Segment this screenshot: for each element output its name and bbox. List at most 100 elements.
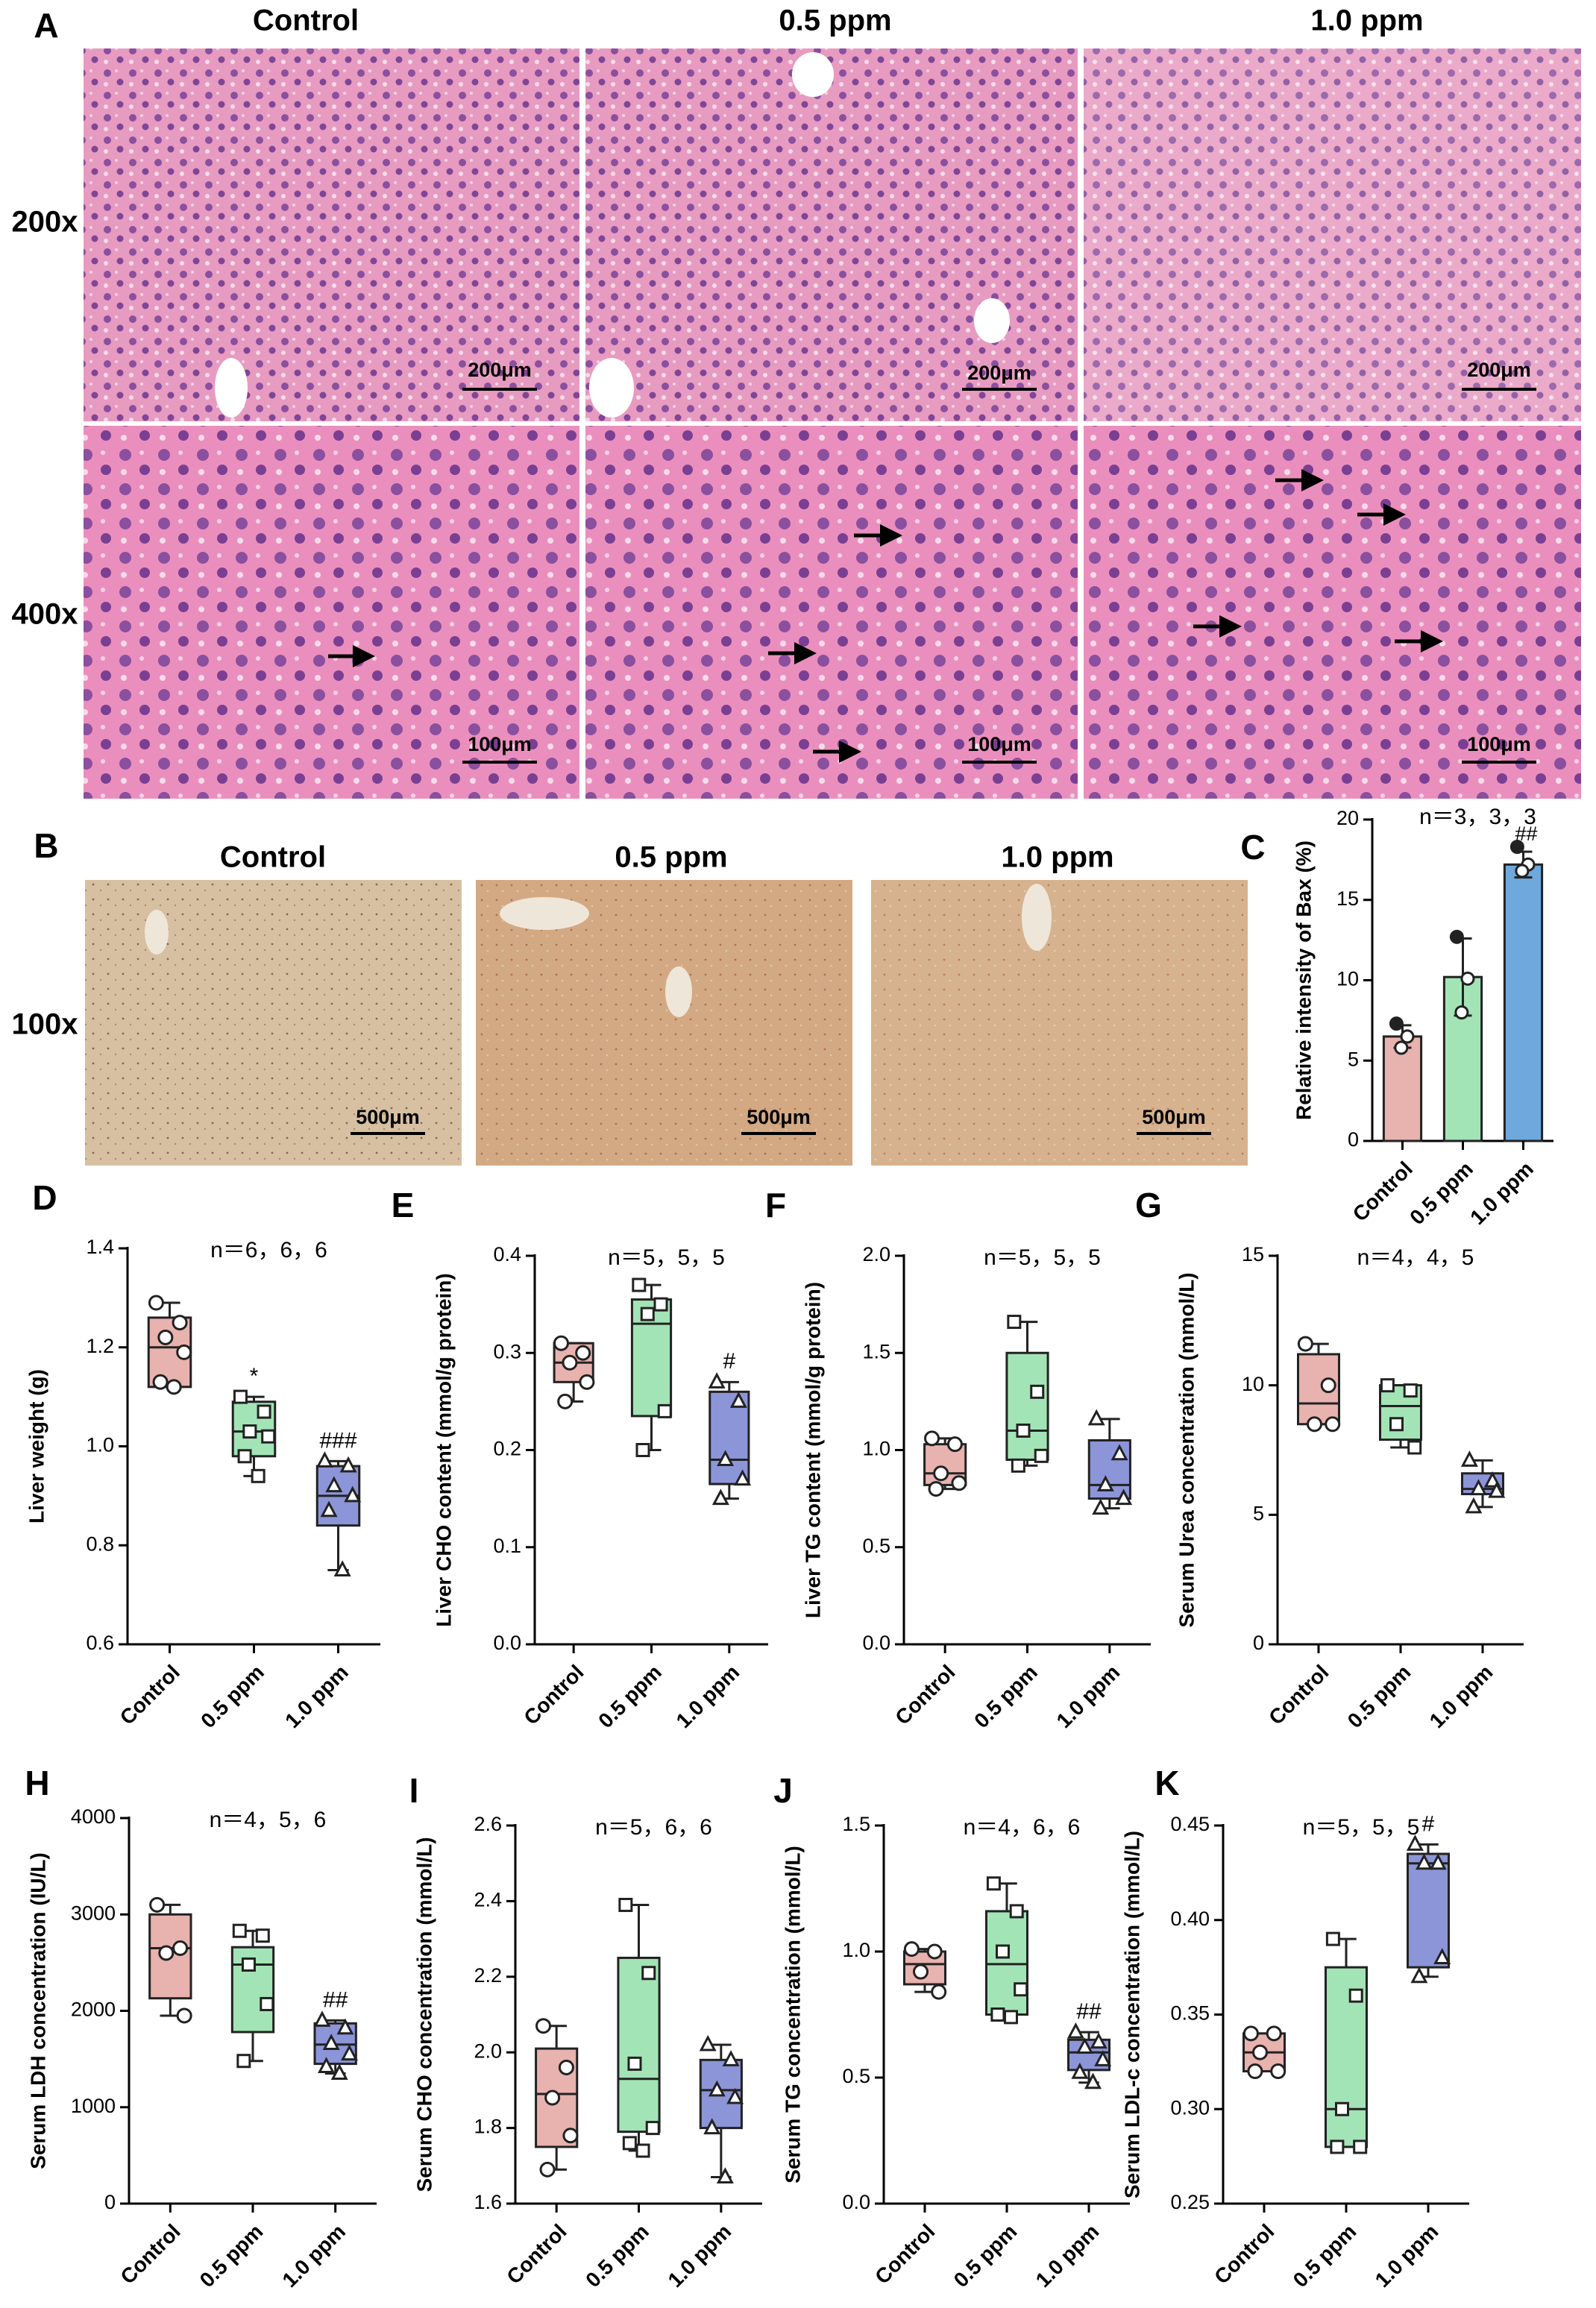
data-point [1247, 2063, 1263, 2080]
data-point [1014, 1982, 1028, 1997]
data-point [544, 2090, 561, 2106]
data-point [1016, 1423, 1031, 1438]
data-point [1433, 1948, 1451, 1964]
data-point [1429, 1853, 1447, 1870]
panel-letter: H [25, 1764, 49, 1802]
data-point [708, 2080, 726, 2097]
data-point [344, 1485, 362, 1503]
data-point [176, 2007, 192, 2024]
micrograph [871, 880, 1248, 1166]
data-point [339, 1456, 357, 1473]
data-point [986, 1876, 1001, 1891]
x-tick-label: Control [502, 2220, 571, 2289]
data-point [1266, 2025, 1282, 2042]
data-point [232, 1923, 247, 1938]
data-point [158, 1945, 175, 1961]
data-point [261, 1429, 276, 1444]
column-header: 0.5 ppm [779, 4, 891, 37]
data-point [1034, 1448, 1049, 1463]
data-point [237, 1449, 252, 1464]
data-point [1410, 1966, 1428, 1984]
column-header: Control [220, 841, 326, 874]
chart-panel: Hn＝4，5，6 0 1000 2000 3000 4000 Serum LDH conce… [25, 1764, 377, 2292]
data-point [1270, 2063, 1286, 2080]
data-point [641, 1966, 656, 1981]
x-tick-label: 1.0 ppm [1371, 2220, 1443, 2292]
data-point [1389, 1417, 1404, 1432]
data-point [951, 1475, 967, 1491]
data-point [172, 1315, 188, 1331]
y-tick-label: 10 [1242, 1373, 1264, 1395]
x-tick-label: Control [870, 2220, 939, 2289]
panel-letter: G [1135, 1186, 1162, 1224]
x-tick-label: 0.5 ppm [581, 2220, 653, 2292]
data-point [1004, 2010, 1018, 2025]
y-tick-label: 0.25 [1170, 2191, 1210, 2213]
data-point [1403, 1383, 1418, 1398]
x-tick-label: Control [890, 1661, 959, 1729]
data-point [933, 1465, 949, 1482]
y-tick-label: 1000 [71, 2095, 116, 2117]
x-tick-label: 1.0 ppm [664, 2220, 736, 2292]
data-point [711, 1488, 729, 1506]
y-tick-label: 0.2 [493, 1438, 521, 1460]
vessel [145, 910, 169, 955]
row-label: 200x [12, 206, 78, 239]
sample-size: n＝6，6，6 [210, 1238, 327, 1263]
data-point [1076, 2037, 1093, 2054]
chart-panel: Dn＝6，6，6 0.6 0.8 1.0 1.2 1.4 Liver weight (g) C… [25, 1178, 380, 1732]
data-point [553, 1335, 569, 1351]
panel-letter: F [765, 1186, 786, 1224]
y-tick-label: 0 [104, 2191, 116, 2213]
bar [1503, 863, 1544, 1142]
data-point [1460, 971, 1475, 986]
y-tick-label: 0 [1348, 1128, 1359, 1151]
x-tick-label: 1.0 ppm [1031, 2220, 1104, 2292]
data-point [1009, 1904, 1024, 1919]
data-point [152, 1374, 169, 1390]
y-tick-label: 10 [1336, 968, 1359, 990]
chart-panel: En＝5，5，5 0.0 0.1 0.2 0.3 0.4 Liver CHO content… [392, 1186, 768, 1732]
data-point [1087, 1409, 1105, 1426]
data-point [172, 1940, 189, 1956]
panel-letter: A [34, 6, 58, 45]
data-point [926, 1943, 943, 1960]
y-tick-label: 1.5 [862, 1340, 890, 1362]
data-point [1407, 1440, 1422, 1455]
y-axis-label: Relative intensity of Bax (%) [1292, 840, 1315, 1120]
y-axis-label: Serum LDH concentration (IU/L) [26, 1852, 49, 2169]
data-point [1389, 1016, 1404, 1031]
scale-bar-label: 200μm [468, 359, 532, 381]
box [1325, 1966, 1368, 2148]
y-tick-label: 0.5 [842, 2065, 870, 2087]
y-tick-label: 3000 [71, 1902, 116, 1924]
chart-panel: Cn＝3，3，3 0 5 10 15 20 Relative intensity of Ba… [1240, 805, 1553, 1229]
data-point [1380, 1378, 1395, 1393]
data-point [1470, 1479, 1487, 1496]
y-tick-label: 1.5 [842, 1813, 870, 1835]
y-tick-label: 0.4 [493, 1243, 521, 1265]
data-point [562, 1354, 578, 1371]
data-point [1030, 1384, 1045, 1399]
chart-panel: Gn＝4，4，5 0 5 10 15 Serum Urea concentration (… [1135, 1186, 1524, 1732]
ihc-row [85, 880, 1248, 1166]
y-axis-label: Liver weight (g) [25, 1369, 48, 1524]
micrograph [1084, 48, 1581, 421]
data-point [931, 1984, 947, 2000]
vessel [1022, 884, 1052, 951]
y-tick-label: 0.45 [1170, 1813, 1210, 1835]
y-tick-label: 1.4 [86, 1236, 114, 1258]
x-tick-label: Control [116, 2220, 185, 2289]
data-point [996, 1944, 1010, 1959]
data-point [1348, 1988, 1363, 2003]
vessel [974, 298, 1010, 343]
sample-size: n＝5，5，5 [608, 1245, 725, 1270]
box [1407, 1852, 1450, 1969]
y-tick-label: 0.30 [1170, 2096, 1210, 2119]
data-point [176, 1344, 192, 1360]
y-axis-label: Serum CHO concentration (mmol/L) [412, 1837, 436, 2192]
y-tick-label: 1.8 [474, 2116, 502, 2138]
y-tick-label: 1.0 [86, 1434, 114, 1456]
scale-bar-label: 500μm [747, 1106, 811, 1128]
data-point [149, 1896, 166, 1913]
